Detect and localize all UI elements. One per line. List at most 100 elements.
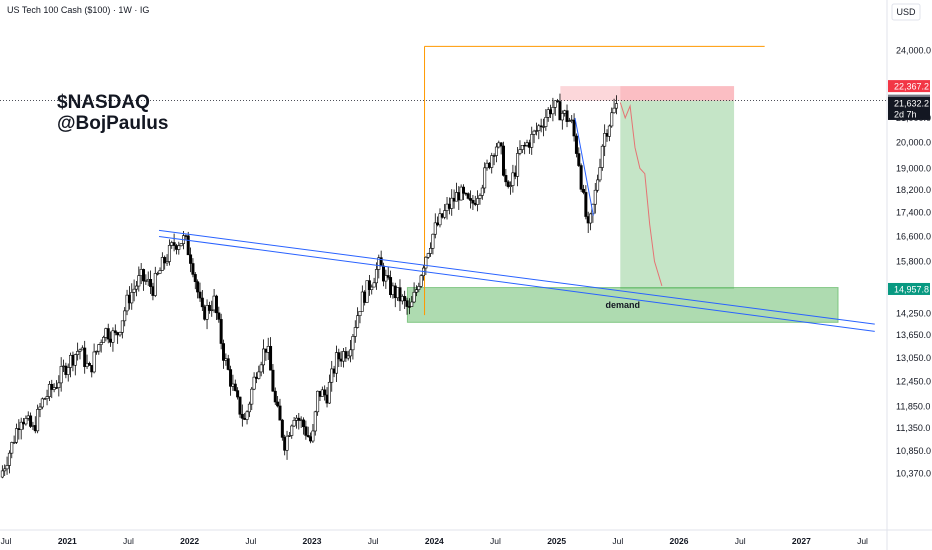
candle-down [386,275,390,278]
candle-down [193,274,197,282]
candle-up [598,167,602,181]
candle-down [586,216,590,224]
candle-down [461,186,465,194]
candle-up [563,110,567,114]
candle-up [614,103,618,109]
candle-up [353,327,357,337]
candle-up [94,350,98,353]
candle-up [156,273,160,275]
time-tick-label: Jul [245,536,256,546]
candle-down [184,235,188,237]
candle-up [370,286,374,290]
candle-up [76,351,80,355]
time-tick-label: Jul [1,536,12,546]
candle-up [118,332,122,336]
candle-up [603,133,607,147]
candle-down [33,425,37,432]
price-tick-label: 18,200.0 [896,185,931,195]
candle-down [447,203,451,209]
candle-up [374,269,378,284]
candle-up [80,347,84,351]
candle-up [179,243,183,247]
candle-up [358,311,362,316]
candle-up [299,419,303,421]
candle-up [57,382,61,388]
candle-up [12,441,16,444]
candle-down [116,332,120,336]
candle-down [276,401,280,407]
candle-down [149,279,153,287]
candle-down [222,343,226,361]
candle-up [596,179,600,191]
price-tick-label: 12,450.0 [896,376,931,386]
candle-down [457,192,461,201]
time-tick-label: 2027 [792,536,811,546]
candle-up [45,396,49,400]
candle-down [233,383,237,391]
candle-up [419,275,423,287]
candle-down [304,426,308,436]
price-tick-label: 20,000.0 [896,138,931,148]
candle-up [259,364,263,373]
candle-down [389,277,393,296]
price-tick-label: 10,850.0 [896,446,931,456]
candle-up [177,245,181,250]
candle-down [29,415,33,427]
candle-up [426,253,430,258]
candle-up [31,425,35,427]
candle-up [120,320,124,333]
candle-down [87,362,91,366]
candle-down [556,100,560,102]
candle-down [504,175,508,183]
candle-down [605,133,609,137]
candle-up [553,100,557,108]
candle-up [158,270,162,274]
candle-down [90,365,94,373]
candle-up [485,162,489,169]
candle-down [189,254,193,264]
candle-down [440,213,444,218]
candle-up [525,142,529,146]
candle-down [50,383,54,390]
candle-up [36,409,40,432]
short-trendline [574,117,594,216]
candle-down [492,155,496,157]
currency-button[interactable]: USD [891,3,921,21]
drawings-back: demand [0,45,887,323]
candle-up [102,337,106,343]
candle-up [320,389,324,397]
candle-up [144,280,148,282]
candle-down [142,269,146,282]
candle-down [151,286,155,296]
candle-down [309,436,313,442]
candle-down [325,394,329,404]
candle-up [66,367,70,375]
candle-up [245,411,249,420]
candle-up [160,257,164,271]
candle-up [349,349,353,357]
candle-down [398,287,402,302]
candle-up [14,428,18,443]
candle-up [153,273,157,296]
candle-up [417,286,421,290]
price-label-bg [888,107,930,120]
candle-up [311,430,315,442]
candle-up [69,354,73,368]
candle-down [264,348,268,353]
price-label-text: 22,367.2 [894,82,929,92]
candle-up [292,420,296,427]
candle-up [170,242,174,246]
candle-up [134,285,138,290]
candle-up [424,256,428,269]
candle-down [382,265,386,282]
candle-down [539,125,543,128]
candle-down [200,297,204,308]
candle-down [198,291,202,299]
candle-up [497,142,501,148]
candle-down [323,389,327,396]
price-tick-label: 17,400.0 [896,208,931,218]
candle-down [464,192,468,195]
candle-up [433,222,437,235]
candle-up [365,280,369,303]
